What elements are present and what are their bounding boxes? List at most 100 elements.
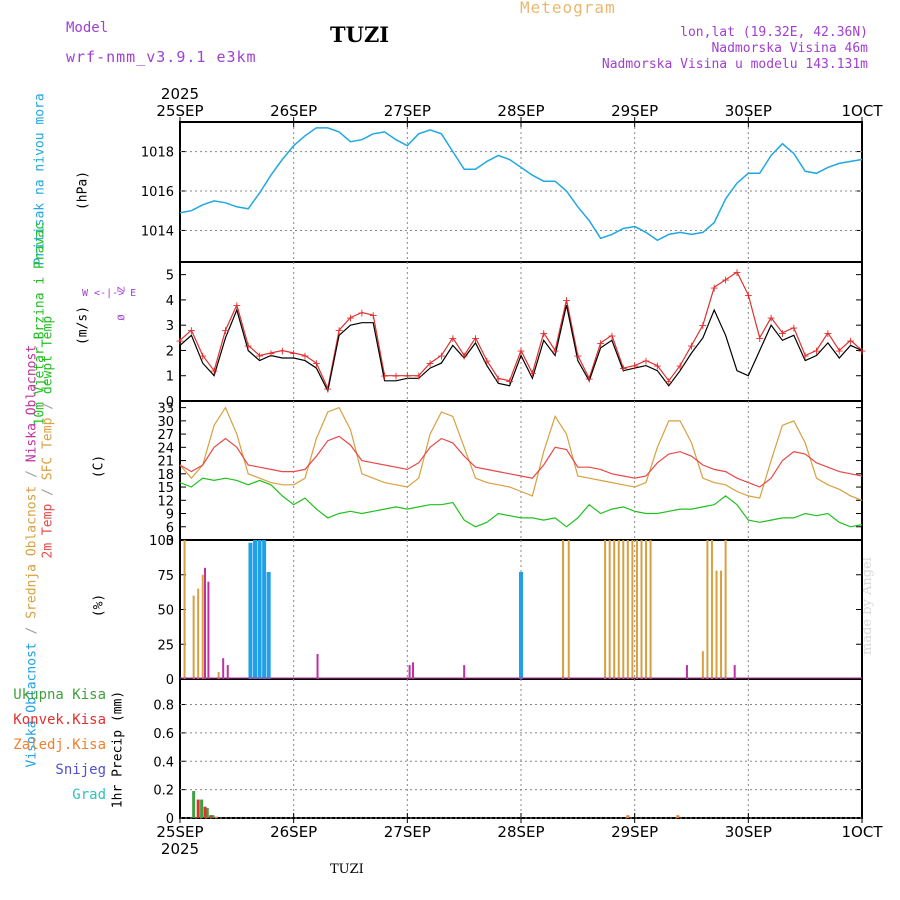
date-tick-bottom: 30SEP [725,823,772,841]
date-tick-top: 27SEP [384,102,431,120]
cloud-low-bar [222,658,225,679]
wind-gust-marker: + [744,289,753,302]
precip-conv-bar [196,799,200,818]
wind-gust-marker: + [437,350,446,363]
cloud-mid-bar [706,540,709,679]
cloud-high-bar [519,571,523,679]
y-tick-label: 1018 [141,146,174,161]
wind-gust-marker: + [801,350,810,363]
precip-total-bar [192,791,196,818]
cloud-low-bar [316,653,319,679]
wind-gust-marker: + [812,344,821,357]
wind-gust-marker: + [539,327,548,340]
y-tick-label: 18 [157,468,174,483]
cloud-mid-bar [604,540,607,679]
date-tick-top: 30SEP [725,102,772,120]
wind-gust-marker: + [209,365,218,378]
y-tick-label: 0.4 [153,755,174,770]
y-tick-label: 3 [166,319,174,334]
altitude-info: Nadmorska Visina 46m [711,41,868,56]
wind-gust-marker: + [232,299,241,312]
date-tick-top: 26SEP [270,102,317,120]
wind-gust-marker: + [516,344,525,357]
y-tick-label: 24 [157,441,174,456]
y-tick-label: 50 [157,604,174,619]
wind-gust-marker: + [732,266,741,279]
wind-gust-marker: + [710,281,719,294]
wind-gust-marker: + [482,355,491,368]
wind-gust-marker: + [425,357,434,370]
wind-gust-marker: + [391,370,400,383]
cloud-mid-bar [649,540,652,679]
wind-gust-marker: + [857,344,866,357]
wind-gust-marker: + [312,357,321,370]
wind-gust-marker: + [494,372,503,385]
wind-gust-marker: + [664,375,673,388]
date-tick-top: 25SEP [156,102,203,120]
cloud-mid-bar [724,540,727,679]
cloud-mid-bar [217,672,220,679]
wind-gust-marker: + [448,332,457,345]
cloud-high-bar [257,540,262,679]
wind-gust-marker: + [414,370,423,383]
wind-gust-marker: + [369,309,378,322]
wind-gust-marker: + [846,334,855,347]
cloud-mid-bar [631,540,634,679]
wind-gust-marker: + [266,347,275,360]
lonlat-info: lon,lat (19.32E, 42.36N) [680,25,868,40]
wind-gust-marker: + [766,312,775,325]
cloud-low-bar [207,581,210,679]
compass-we-label: W <-|-> E [82,288,137,299]
model-label: Model [66,20,109,36]
y-tick-label: 0 [166,673,174,688]
year-label-bottom: 2025 [161,840,199,858]
wind-gust-marker: + [676,360,685,373]
cloud-mid-bar [197,588,200,679]
cloud-mid-bar [710,540,713,679]
precip-total-bar [200,799,204,818]
chart-title: Meteogram [520,0,616,17]
precip-frz-bar [676,815,680,818]
y-tick-label: 9 [166,508,174,523]
wind-gust-line [179,271,863,391]
model-name: wrf-nmm_v3.9.1 e3km [66,48,257,66]
cloud-mid-bar [608,540,611,679]
legend-conv-rain: Konvek.Kisa [13,712,106,728]
y-tick-label: 15 [157,481,174,496]
y-tick-label: 12 [157,494,174,509]
cloud-low-bar [412,662,415,679]
wind-gust-marker: + [380,370,389,383]
wind-gust-marker: + [278,344,287,357]
wind-gust-marker: + [471,332,480,345]
wind-gust-marker: + [403,370,412,383]
date-tick-bottom: 29SEP [611,823,658,841]
wind-gust-marker: + [698,319,707,332]
cloud-mid-bar [201,574,204,679]
date-tick-top: 28SEP [497,102,544,120]
y-tick-label: 0 [166,812,174,827]
wind-gust-marker: + [357,307,366,320]
date-tick-bottom: 25SEP [156,823,203,841]
wind-gust-marker: + [528,367,537,380]
precip-total-bar [205,808,209,818]
wind-gust-marker: + [653,360,662,373]
wind-gust-marker: + [221,324,230,337]
wind-gust-marker: + [755,332,764,345]
wind-gust-marker: + [289,347,298,360]
y-tick-label: 0.2 [153,784,174,799]
wind-gust-marker: + [346,312,355,325]
cloud-mid-bar [562,540,565,679]
wind-gust-marker: + [244,339,253,352]
cloud-mid-bar [635,540,638,679]
cloud-mid-bar [626,540,629,679]
y-tick-label: 5 [166,269,174,284]
cloud-mid-bar [645,540,648,679]
y-tick-label: 25 [157,638,174,653]
wind-gust-marker: + [198,350,207,363]
date-tick-top: 29SEP [611,102,658,120]
cloud-mid-bar [715,570,718,679]
precip-conv-bar [203,806,207,818]
footer-station: TUZI [330,862,364,877]
cloud-low-bar [226,665,229,679]
